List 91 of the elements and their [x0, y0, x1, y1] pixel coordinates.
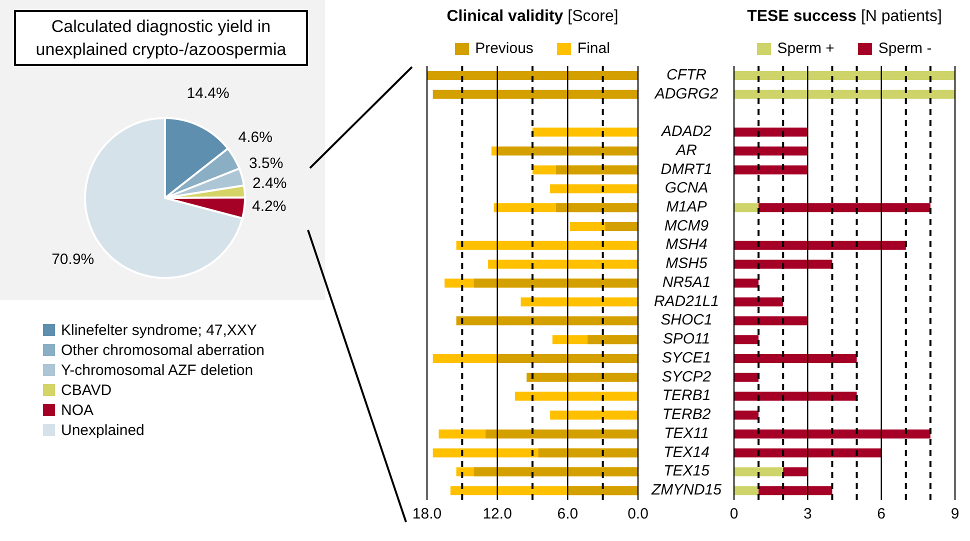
bar — [550, 184, 638, 194]
legend-label: Y-chromosomal AZF deletion — [61, 362, 254, 378]
y-tick-label: ZMYND15 — [650, 482, 722, 499]
y-tick-label: M1AP — [666, 198, 707, 216]
bar — [734, 335, 759, 344]
bar — [427, 71, 638, 80]
bar — [734, 467, 784, 476]
bar — [532, 128, 638, 137]
chart-title: Calculated diagnostic yield in unexplained crypto-/azoospermia — [14, 10, 308, 66]
x-tick-label: 6.0 — [557, 506, 578, 523]
bar — [526, 372, 638, 382]
y-tick-label: SYCP2 — [662, 368, 712, 386]
y-tick-label: DMRT1 — [660, 160, 712, 178]
y-tick-label: MSH4 — [666, 236, 708, 254]
data-label: 4.2% — [252, 198, 286, 215]
y-tick-label: NR5A1 — [662, 274, 711, 291]
legend-label: Sperm - — [877, 40, 932, 57]
y-tick-label: CFTR — [666, 66, 707, 84]
bar — [734, 71, 955, 80]
y-tick-label: RAD21L1 — [654, 292, 720, 310]
bar — [758, 486, 832, 496]
bar — [486, 430, 638, 439]
bar — [734, 203, 759, 212]
bar — [734, 278, 759, 288]
bar — [734, 146, 808, 156]
bar — [758, 203, 930, 212]
legend-label: Final — [576, 40, 610, 57]
bar — [538, 448, 638, 458]
y-tick-label: TEX15 — [664, 462, 710, 480]
bar — [734, 128, 808, 137]
bar — [520, 297, 638, 306]
y-tick-label: ADGRG2 — [654, 85, 719, 102]
bar — [783, 467, 808, 476]
bar — [734, 297, 784, 306]
bar — [497, 354, 638, 364]
bar — [488, 260, 638, 269]
data-label: 3.5% — [249, 154, 284, 172]
x-tick-label: 0.0 — [628, 506, 648, 523]
chart-title: Clinical validity [Score] — [446, 8, 618, 25]
data-label: 2.4% — [252, 174, 287, 192]
y-tick-label: SYCE1 — [662, 349, 712, 366]
data-label: 14.4% — [186, 85, 230, 102]
chart-title: TESE success [N patients] — [747, 8, 942, 25]
bar — [734, 354, 857, 364]
bar — [734, 90, 955, 99]
bar — [734, 165, 808, 174]
x-tick-label: 6 — [877, 506, 886, 523]
y-tick-label: TERB1 — [662, 387, 711, 404]
legend-label: Unexplained — [61, 422, 144, 438]
y-tick-label: MSH5 — [666, 255, 708, 272]
y-tick-label: TEX14 — [664, 444, 710, 461]
legend-label: NOA — [61, 402, 94, 418]
y-tick-label: AR — [675, 142, 698, 159]
bar — [550, 410, 638, 420]
x-tick-label: 9 — [950, 506, 960, 523]
y-tick-label: TERB2 — [662, 406, 712, 424]
bar — [734, 316, 808, 326]
bar — [514, 392, 638, 401]
bar — [734, 448, 882, 458]
bar — [456, 240, 638, 250]
data-label: 4.6% — [238, 129, 272, 146]
x-tick-label: 3 — [803, 506, 812, 523]
bar — [432, 90, 638, 99]
bar — [568, 486, 638, 496]
bar — [605, 222, 638, 231]
y-tick-label: TEX11 — [664, 424, 709, 442]
y-tick-label: SPO11 — [662, 330, 710, 348]
legend-label: CBAVD — [61, 382, 112, 398]
y-tick-label: GCNA — [664, 180, 708, 197]
x-tick-label: 0 — [730, 506, 738, 523]
bar — [556, 203, 638, 212]
bar — [588, 335, 638, 344]
legend-label: Klinefelter syndrome; 47,XXY — [61, 322, 257, 338]
bar — [734, 392, 857, 401]
legend-label: Other chromosomal aberration — [61, 342, 264, 358]
y-tick-label: SHOC1 — [660, 312, 712, 329]
bar — [734, 486, 759, 496]
bar — [734, 260, 832, 269]
bar — [734, 430, 930, 439]
bar — [734, 410, 759, 420]
x-tick-label: 12.0 — [482, 506, 512, 523]
bar — [734, 240, 906, 250]
bar — [456, 316, 638, 326]
data-label: 70.9% — [52, 251, 94, 268]
x-tick-label: 18.0 — [412, 506, 442, 523]
legend-label: Sperm + — [776, 40, 834, 57]
y-tick-label: ADAD2 — [660, 123, 712, 140]
legend-label: Previous — [474, 40, 534, 57]
bar — [556, 165, 638, 174]
bar — [734, 372, 759, 382]
y-tick-label: MCM9 — [664, 217, 710, 234]
